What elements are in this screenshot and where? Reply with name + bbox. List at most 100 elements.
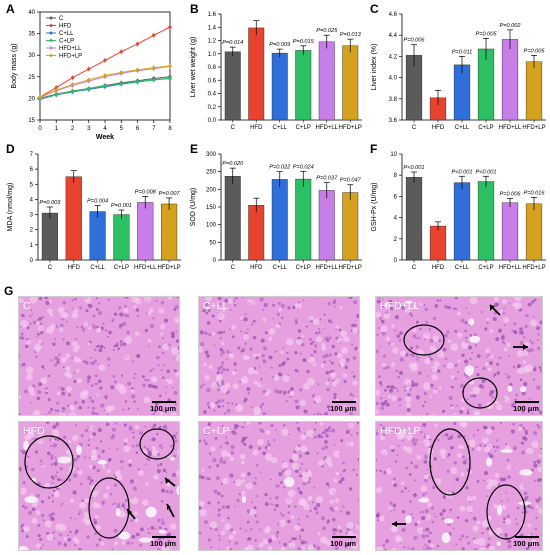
cytoplasm-spot [162,343,170,351]
cytoplasm-spot [278,308,282,312]
micrograph-label: HFD+LL [380,300,420,312]
nucleus [50,463,53,466]
nucleus [296,427,301,431]
lesion-circle [486,484,526,540]
cytoplasm-spot [405,413,412,415]
cytoplasm-spot [538,507,542,515]
cytoplasm-spot [176,449,179,456]
nucleus [257,422,262,425]
nucleus [165,386,168,389]
cytoplasm-spot [342,373,347,378]
nucleus [250,528,253,531]
cytoplasm-spot [211,332,216,336]
nucleus [512,446,517,451]
nucleus [255,520,259,524]
nucleus [290,387,294,391]
nucleus [199,385,203,389]
p-value-label: P=0.001 [111,203,132,209]
nucleus [84,456,87,459]
nucleus [123,423,128,427]
nucleus [320,516,326,521]
nucleus [454,307,458,311]
nucleus [243,426,245,429]
nucleus [199,531,202,535]
nucleus [432,316,437,320]
cytoplasm-spot [391,548,397,550]
nucleus [243,347,245,350]
nucleus [113,528,118,533]
nucleus [148,383,153,388]
cytoplasm-spot [85,519,92,526]
p-value-label: P=0.015 [293,39,315,45]
nucleus [97,302,101,305]
nucleus [240,425,244,429]
nucleus [485,355,488,358]
nucleus [94,374,98,378]
lesion-circle [24,435,74,489]
nucleus [143,445,146,448]
cytoplasm-spot [506,464,513,471]
nucleus [412,334,417,339]
cytoplasm-spot [439,386,443,390]
nucleus [477,403,482,407]
nucleus [89,356,92,359]
bar [137,202,154,261]
cytoplasm-spot [459,505,466,512]
nucleus [88,396,92,399]
nucleus [326,339,330,342]
cytoplasm-spot [380,449,388,456]
cytoplasm-spot [495,527,503,535]
nucleus [283,542,288,547]
x-tick-label: C+LP [296,265,311,271]
cytoplasm-spot [245,482,253,490]
bar [501,202,519,261]
nucleus [358,539,359,542]
nucleus [220,494,224,498]
nucleus [340,510,343,513]
nucleus [425,491,428,494]
nucleus [376,513,380,518]
nucleus [313,486,316,489]
cytoplasm-spot [252,353,257,358]
nucleus [262,412,267,415]
cytoplasm-spot [506,342,511,347]
cytoplasm-spot [67,440,72,444]
nucleus [300,342,305,347]
nucleus [40,331,44,335]
x-tick-label: C+LP [478,125,493,131]
nucleus [139,543,143,547]
nucleus [113,483,118,487]
nucleus [513,398,518,402]
nucleus [357,498,359,502]
cytoplasm-spot [476,520,481,525]
nucleus [243,317,248,322]
nucleus [218,330,223,335]
cytoplasm-spot [257,353,261,357]
nucleus [507,475,511,479]
nucleus [269,503,272,506]
cytoplasm-spot [417,520,421,524]
cytoplasm-spot [211,382,218,389]
nucleus [413,535,418,540]
nucleus [52,477,55,480]
nucleus [330,361,334,365]
cytoplasm-spot [266,388,272,394]
cytoplasm-spot [481,520,490,528]
nucleus [504,415,506,416]
cytoplasm-spot [315,495,323,503]
cytoplasm-spot [333,478,338,483]
nucleus [348,487,353,491]
bar [477,48,495,121]
nucleus [270,424,274,428]
nucleus [506,514,510,518]
nucleus [406,408,411,412]
nucleus [376,299,381,304]
cytoplasm-spot [431,365,438,373]
cytoplasm-spot [385,467,393,475]
nucleus [345,358,350,363]
nucleus [494,450,497,452]
nucleus [118,313,121,315]
nucleus [491,426,495,430]
nucleus [207,477,211,481]
